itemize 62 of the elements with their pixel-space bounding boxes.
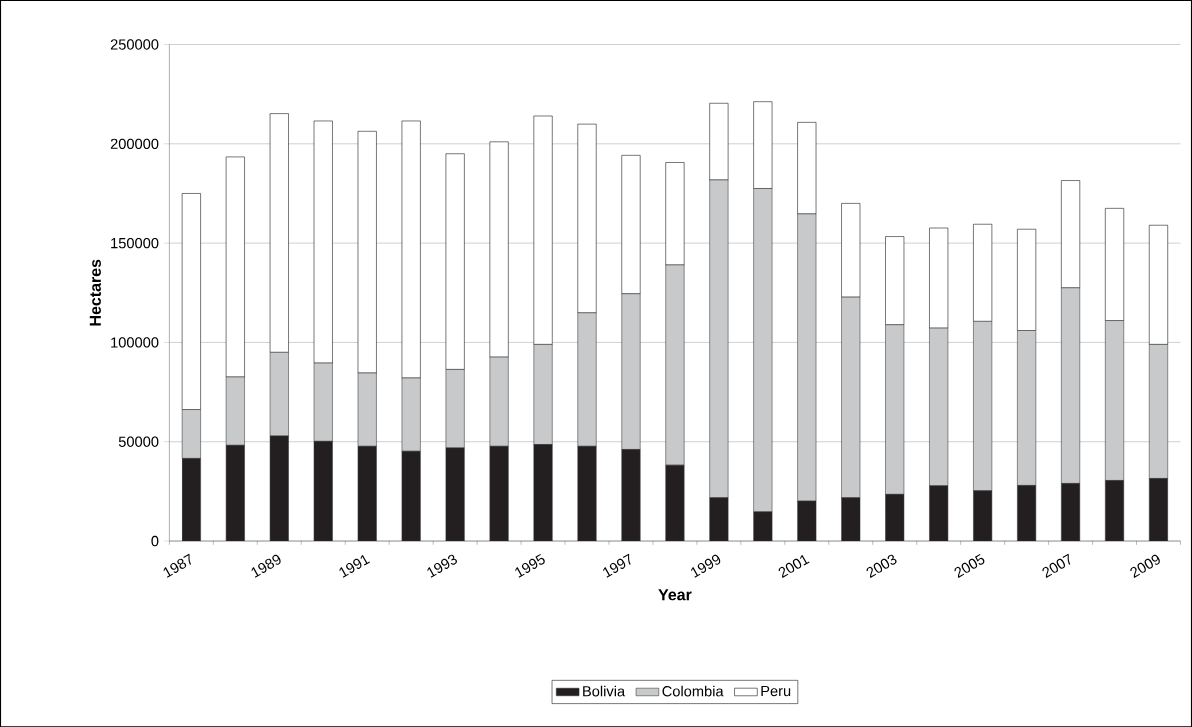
bar (445, 447, 465, 541)
bar (621, 449, 641, 541)
bar (929, 485, 949, 541)
bar (401, 120, 421, 379)
x-tick-label: 2009 (1130, 554, 1160, 578)
x-tick-label: 1989 (251, 554, 281, 578)
bar (269, 113, 289, 353)
x-tick-label: 1999 (691, 554, 721, 578)
x-tick-label: 1987 (163, 553, 192, 578)
legend-label: Peru (761, 685, 791, 696)
bar (225, 156, 245, 378)
x-tick-label: 2003 (866, 554, 897, 578)
bar (665, 162, 685, 266)
bar (181, 457, 201, 541)
bar (1149, 478, 1168, 541)
bar (1105, 207, 1125, 321)
x-axis-title: Year (658, 589, 692, 601)
bar (445, 153, 465, 370)
x-tick-label: 1991 (339, 554, 370, 578)
y-axis-title: Hectares (89, 259, 101, 326)
bar (225, 444, 245, 541)
y-tick-label: 50000 (118, 436, 159, 447)
bar (1105, 479, 1125, 541)
bar (313, 120, 333, 364)
bar (1017, 228, 1037, 331)
bar (797, 121, 817, 214)
y-tick-label: 150000 (111, 237, 159, 249)
bar (577, 445, 597, 541)
bar (973, 223, 993, 322)
bar (973, 490, 993, 541)
y-tick-label: 200000 (110, 138, 159, 149)
bar (489, 445, 509, 541)
bar (885, 236, 905, 325)
bar (533, 115, 553, 345)
bar (1061, 180, 1081, 288)
x-tick-label: 2001 (778, 554, 810, 578)
x-tick-label: 2007 (1042, 553, 1071, 578)
bar (929, 227, 949, 329)
y-tick-label: 0 (151, 535, 159, 547)
bar (181, 192, 201, 410)
bar (401, 450, 421, 541)
bar (621, 154, 641, 294)
y-tick-label: 250000 (110, 39, 159, 50)
x-tick-label: 1997 (603, 553, 631, 578)
bar (665, 464, 685, 541)
bar (841, 202, 861, 298)
legend-label: Bolivia (583, 685, 626, 697)
bar (313, 440, 333, 541)
x-tick-label: 1995 (515, 553, 545, 578)
bar (753, 101, 773, 189)
bar (357, 130, 377, 374)
x-tick-label: 1993 (427, 554, 458, 578)
bar (1149, 224, 1168, 345)
bar (533, 444, 553, 541)
y-tick-label: 100000 (111, 337, 159, 348)
bar (577, 123, 597, 313)
bar (489, 141, 509, 358)
bar (357, 445, 377, 541)
bar (269, 435, 289, 541)
legend-label: Colombia (662, 685, 724, 697)
bar (709, 102, 729, 181)
x-tick-label: 2005 (954, 553, 985, 578)
